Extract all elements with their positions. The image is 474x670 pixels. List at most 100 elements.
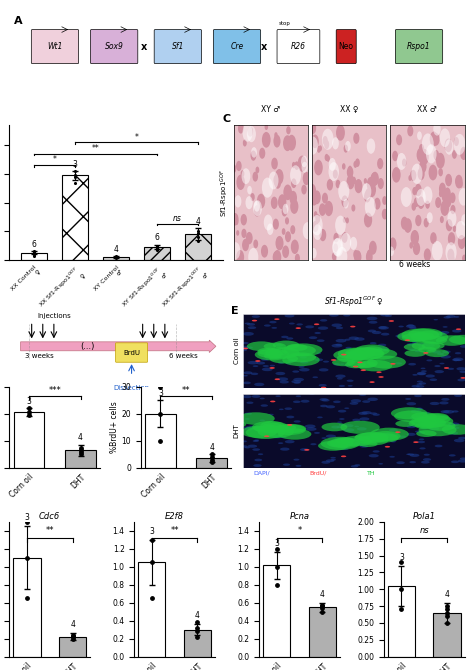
Circle shape bbox=[392, 151, 398, 161]
Circle shape bbox=[421, 461, 430, 464]
Circle shape bbox=[419, 414, 450, 424]
Circle shape bbox=[255, 360, 261, 362]
Circle shape bbox=[358, 436, 389, 446]
Circle shape bbox=[407, 433, 416, 436]
Circle shape bbox=[248, 248, 258, 266]
Circle shape bbox=[355, 158, 360, 167]
Circle shape bbox=[333, 243, 338, 252]
Circle shape bbox=[337, 247, 347, 267]
Circle shape bbox=[346, 217, 349, 224]
Circle shape bbox=[244, 427, 248, 428]
Circle shape bbox=[251, 373, 258, 375]
Point bbox=[148, 557, 155, 567]
Circle shape bbox=[426, 375, 435, 378]
Circle shape bbox=[321, 438, 327, 439]
Circle shape bbox=[355, 425, 359, 427]
Circle shape bbox=[286, 126, 291, 134]
Circle shape bbox=[350, 237, 357, 250]
Circle shape bbox=[389, 320, 394, 322]
Text: **: ** bbox=[46, 527, 54, 535]
Circle shape bbox=[407, 343, 414, 346]
Circle shape bbox=[265, 347, 300, 358]
Circle shape bbox=[369, 241, 377, 255]
Circle shape bbox=[367, 177, 375, 192]
Circle shape bbox=[305, 425, 316, 428]
Circle shape bbox=[382, 209, 388, 220]
Text: 6: 6 bbox=[155, 233, 159, 243]
Circle shape bbox=[278, 194, 286, 209]
Bar bbox=[309, 607, 336, 657]
Circle shape bbox=[310, 192, 318, 206]
Circle shape bbox=[416, 407, 422, 409]
Circle shape bbox=[413, 242, 420, 255]
Circle shape bbox=[275, 372, 285, 375]
Circle shape bbox=[340, 363, 345, 365]
Circle shape bbox=[335, 438, 355, 444]
Circle shape bbox=[345, 361, 366, 368]
Title: Cdc6: Cdc6 bbox=[39, 512, 60, 521]
Circle shape bbox=[331, 344, 343, 348]
Circle shape bbox=[352, 177, 356, 184]
Circle shape bbox=[350, 402, 358, 405]
Circle shape bbox=[408, 454, 414, 456]
Circle shape bbox=[415, 423, 434, 429]
Circle shape bbox=[269, 432, 276, 434]
Circle shape bbox=[410, 417, 415, 419]
Circle shape bbox=[240, 346, 249, 349]
Circle shape bbox=[417, 381, 423, 383]
Circle shape bbox=[252, 448, 260, 451]
Circle shape bbox=[453, 358, 464, 361]
Circle shape bbox=[445, 139, 454, 155]
Circle shape bbox=[247, 126, 256, 142]
Y-axis label: Corn oil: Corn oil bbox=[234, 338, 240, 364]
Circle shape bbox=[253, 440, 259, 442]
Text: 3: 3 bbox=[25, 513, 29, 523]
Circle shape bbox=[247, 186, 252, 194]
Point bbox=[194, 227, 202, 238]
Bar bbox=[145, 413, 176, 468]
Text: 3: 3 bbox=[399, 553, 404, 561]
Circle shape bbox=[264, 324, 271, 327]
Circle shape bbox=[282, 228, 285, 235]
Circle shape bbox=[406, 325, 416, 328]
Circle shape bbox=[371, 433, 399, 443]
Circle shape bbox=[325, 201, 333, 216]
Circle shape bbox=[401, 216, 408, 230]
Circle shape bbox=[253, 365, 258, 367]
Circle shape bbox=[373, 450, 380, 453]
Circle shape bbox=[292, 380, 301, 383]
Circle shape bbox=[250, 193, 255, 201]
Point bbox=[156, 408, 164, 419]
Point bbox=[153, 242, 161, 253]
Circle shape bbox=[454, 137, 459, 146]
Circle shape bbox=[293, 459, 300, 461]
Circle shape bbox=[411, 412, 437, 421]
Circle shape bbox=[287, 135, 296, 151]
Circle shape bbox=[269, 172, 279, 190]
Circle shape bbox=[460, 377, 466, 379]
Circle shape bbox=[450, 192, 456, 203]
Circle shape bbox=[305, 326, 314, 328]
Circle shape bbox=[437, 353, 444, 355]
Circle shape bbox=[419, 438, 424, 440]
Circle shape bbox=[258, 425, 294, 438]
Text: XY ♂: XY ♂ bbox=[261, 105, 281, 115]
Circle shape bbox=[444, 367, 449, 369]
Point bbox=[194, 632, 201, 643]
Circle shape bbox=[367, 397, 378, 401]
Circle shape bbox=[289, 191, 297, 204]
Circle shape bbox=[354, 337, 365, 341]
Circle shape bbox=[231, 242, 240, 259]
Circle shape bbox=[418, 168, 425, 180]
Circle shape bbox=[458, 235, 465, 249]
Circle shape bbox=[425, 413, 449, 421]
Circle shape bbox=[348, 176, 352, 184]
Circle shape bbox=[351, 399, 361, 403]
Bar bbox=[263, 565, 290, 657]
Circle shape bbox=[321, 387, 326, 389]
Circle shape bbox=[419, 423, 456, 436]
Text: BrdU: BrdU bbox=[123, 350, 140, 356]
Circle shape bbox=[449, 454, 456, 456]
Circle shape bbox=[271, 157, 278, 170]
FancyBboxPatch shape bbox=[395, 29, 443, 64]
